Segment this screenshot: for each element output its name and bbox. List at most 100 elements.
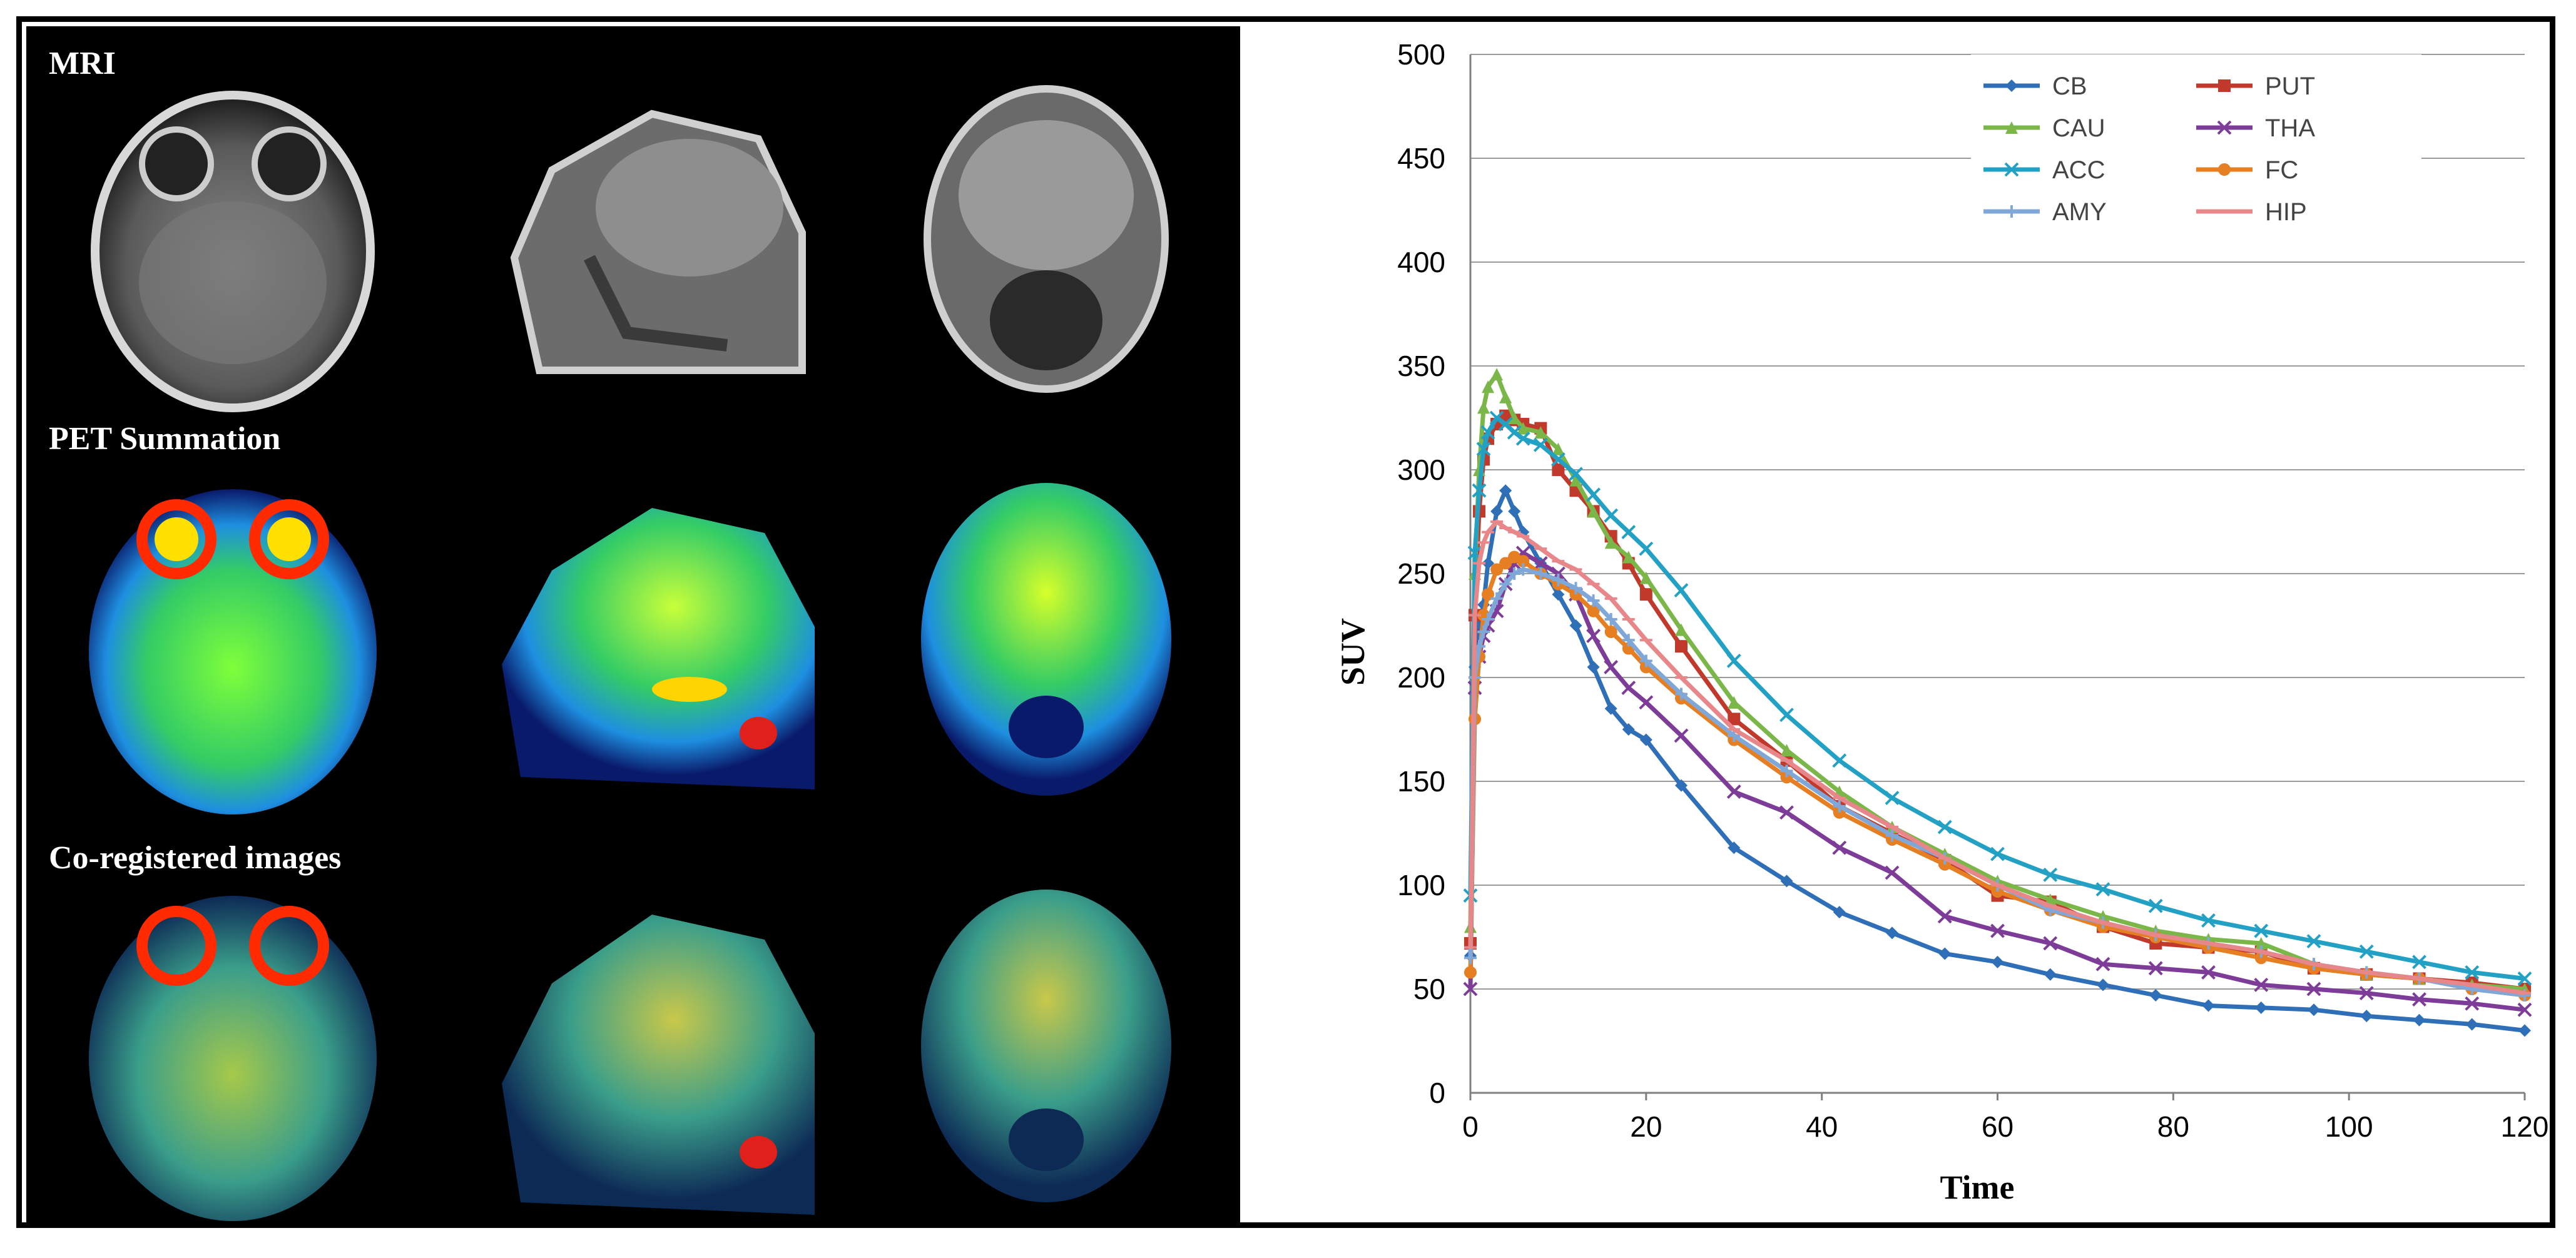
x-tick-label: 120 [2501,1110,2549,1143]
legend-box [1971,54,2421,261]
data-point [2043,867,2058,882]
data-point [1507,425,1522,440]
data-point [1726,654,1741,668]
data-point [2465,965,2480,980]
y-axis-label: SUV [1334,618,1372,686]
data-point [1517,555,1530,568]
data-point [2217,120,2232,135]
legend-entry-tha: THA [2196,114,2315,142]
chart-legend: CB PUT CAU THA ACC FC AMY HIP [1971,54,2421,261]
data-point [2359,944,2374,959]
data-point [1675,640,1688,653]
data-point [1552,588,1565,601]
data-point [2308,1003,2320,1017]
x-tick-label: 40 [1806,1110,1838,1143]
data-point [1622,723,1635,736]
data-point [1675,779,1688,792]
y-tick-label: 300 [1397,454,1445,486]
legend-label: ACC [2052,156,2105,184]
data-point [1472,483,1487,498]
legend-entry-hip: HIP [2196,198,2307,226]
row-label-mri: MRI [49,46,116,81]
x-tick-label: 60 [1982,1110,2013,1143]
data-point [2413,1013,2426,1027]
data-point [2148,961,2163,976]
data-point [1991,955,2004,968]
data-point [1587,661,1600,674]
data-point [1832,753,1847,768]
data-point [1515,431,1530,446]
data-point [1482,380,1495,393]
legend-entry-acc: ACC [1983,156,2105,184]
data-point [1552,573,1565,586]
data-point [1551,452,1565,467]
data-point [1508,505,1521,518]
data-point [1990,846,2005,861]
series-hip [1464,519,2531,996]
data-point [1464,966,1477,979]
data-point [1886,926,1898,940]
y-tick-label: 500 [1397,38,1445,71]
pet-coronal-image [865,464,1228,814]
data-point [1464,951,1477,965]
data-point [1639,541,1654,556]
mri-coronal-image [865,70,1228,420]
mri-axial-image [51,70,414,420]
data-point [1675,687,1688,701]
data-point [1490,592,1504,605]
data-point [2202,999,2215,1012]
y-tick-label: 400 [1397,246,1445,278]
data-point [1621,681,1636,696]
pet-axial-image [51,464,414,814]
legend-label: HIP [2265,198,2307,226]
data-point [1508,412,1521,424]
coregistered-axial-image [51,877,414,1224]
data-point [2412,992,2426,1007]
x-tick-label: 0 [1462,1110,1479,1143]
series-line [1468,519,2525,996]
data-point [1604,702,1617,715]
legend-entry-amy: AMY [1983,198,2107,226]
data-point [1463,982,1478,997]
data-point [1508,567,1521,580]
data-point [1517,422,1530,435]
legend-entry-put: PUT [2196,73,2315,100]
data-point [2149,988,2162,1002]
pet-sagittal-image [464,464,827,814]
coregistered-sagittal-image [464,877,827,1224]
data-point [1482,613,1495,626]
y-tick-label: 350 [1397,350,1445,382]
data-point [2517,1002,2532,1017]
data-point [1622,550,1635,564]
data-point [1490,505,1504,518]
legend-label: CB [2052,73,2087,100]
data-point [1517,563,1530,576]
data-point [1779,708,1794,723]
data-point [1833,906,1846,919]
data-point [1534,426,1547,439]
data-point [2218,79,2231,92]
legend-label: CAU [2052,114,2105,142]
data-point [1489,410,1504,425]
data-point [1780,744,1793,757]
data-point [1604,536,1617,549]
data-point [2004,162,2019,177]
row-label-pet: PET Summation [49,421,281,457]
data-point [1490,563,1504,576]
data-point [1476,442,1491,457]
data-point [1482,557,1495,570]
data-point [2005,121,2018,134]
data-point [2465,1018,2478,1031]
y-tick-label: 450 [1397,142,1445,175]
data-point [2254,1001,2268,1014]
data-point [1477,401,1490,414]
data-point [1604,508,1619,523]
data-point [1639,571,1652,584]
data-point [1639,733,1652,746]
data-point [1587,594,1600,607]
data-point [1480,425,1495,440]
data-point [2095,882,2110,897]
suv-time-chart: 0 50 100 150 200 250 300 350 400 450 500 0 20 40 60 80 1… [1276,26,2553,1224]
x-tick-label: 80 [2157,1110,2189,1143]
data-point [1886,829,1898,842]
